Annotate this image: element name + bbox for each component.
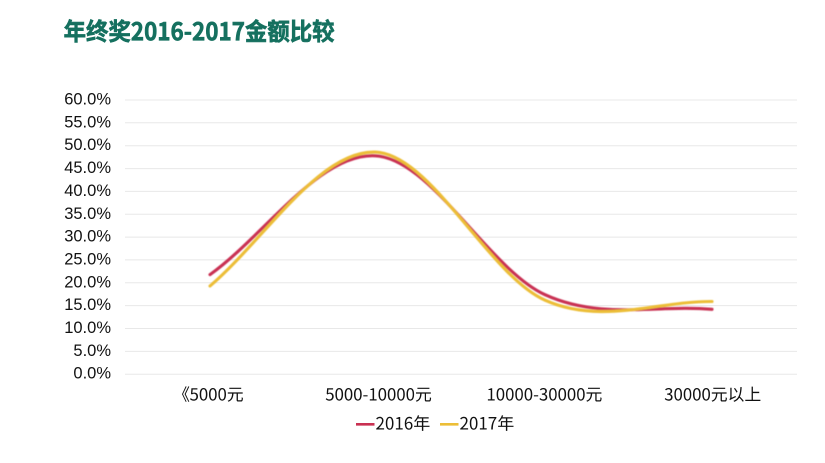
- svg-text:0.0%: 0.0%: [73, 365, 111, 383]
- svg-text:60.0%: 60.0%: [64, 91, 111, 109]
- svg-text:15.0%: 15.0%: [64, 296, 111, 314]
- svg-text:30.0%: 30.0%: [64, 228, 111, 246]
- svg-text:25.0%: 25.0%: [64, 250, 111, 268]
- svg-text:45.0%: 45.0%: [64, 159, 111, 177]
- svg-text:55.0%: 55.0%: [64, 113, 111, 131]
- svg-text:35.0%: 35.0%: [64, 205, 111, 223]
- svg-text:50.0%: 50.0%: [64, 136, 111, 154]
- svg-text:40.0%: 40.0%: [64, 182, 111, 200]
- svg-text:5.0%: 5.0%: [73, 342, 111, 360]
- svg-text:10.0%: 10.0%: [64, 319, 111, 337]
- svg-text:20.0%: 20.0%: [64, 273, 111, 291]
